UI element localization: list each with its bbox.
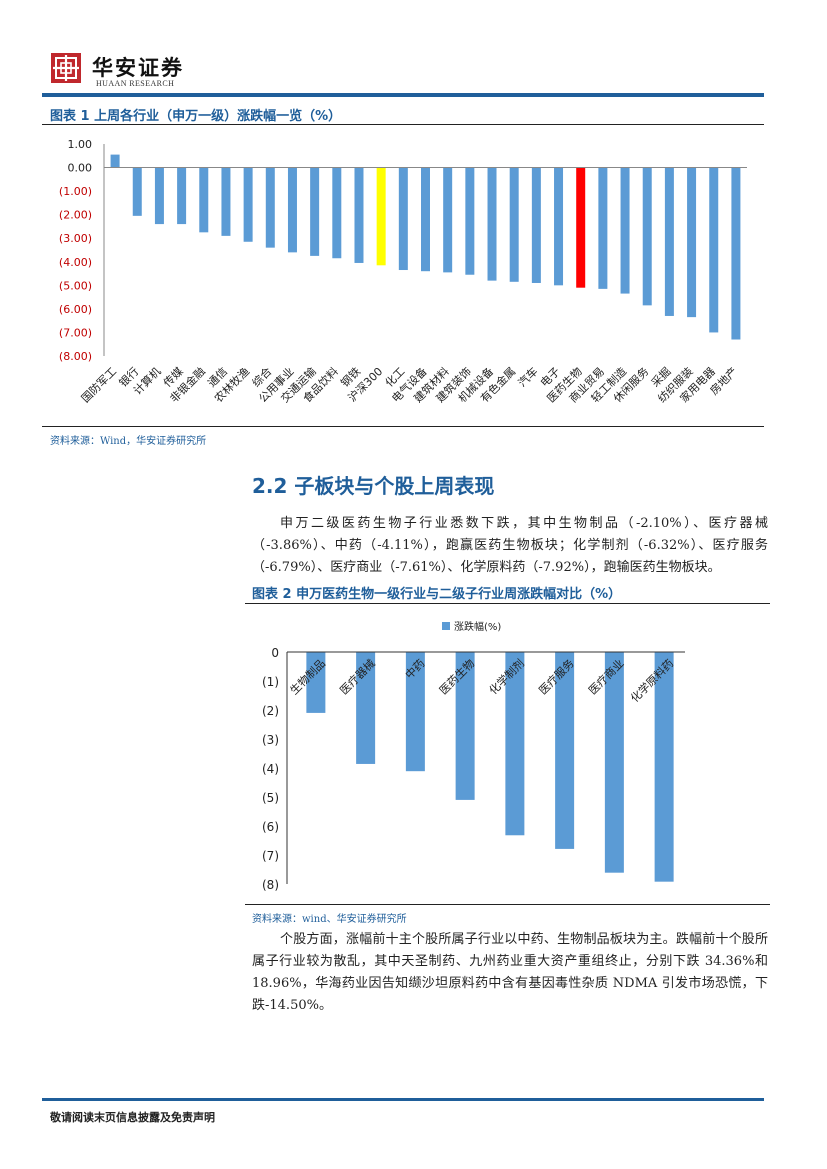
bar (310, 167, 320, 256)
y-tick-label: (3) (262, 733, 279, 747)
bar (132, 167, 142, 216)
bar (455, 652, 475, 800)
bar (664, 167, 674, 316)
brand-name: 华安证券 (92, 55, 184, 80)
y-tick-label: (2.00) (59, 209, 92, 222)
bar (354, 167, 364, 263)
bar (265, 167, 275, 248)
bar (154, 167, 164, 225)
bar (199, 167, 209, 233)
figure1-bottom-rule (42, 426, 764, 427)
bar (110, 154, 120, 168)
x-tick-label: 汽车 (515, 364, 540, 389)
y-tick-label: (1) (262, 675, 279, 689)
bar (555, 652, 575, 849)
legend-label: 涨跌幅(%) (454, 620, 501, 633)
bar (654, 652, 674, 882)
figure2-title: 图表 2 申万医药生物一级行业与二级子行业周涨跌幅对比（%） (252, 587, 622, 602)
brand-name-en: HUAAN RESEARCH (96, 79, 175, 88)
header-rule (42, 93, 764, 97)
figure2-source: 资料来源：wind、华安证券研究所 (252, 914, 407, 925)
paragraph-1-text: 申万二级医药生物子行业悉数下跌，其中生物制品（-2.10%）、医疗器械（-3.8… (252, 516, 768, 575)
y-tick-label: (6) (262, 820, 279, 834)
paragraph-2-text: 个股方面，涨幅前十主个股所属子行业以中药、生物制品板块为主。跌幅前十个股所属子行… (252, 932, 768, 1013)
section-paragraph-2: 个股方面，涨幅前十主个股所属子行业以中药、生物制品板块为主。跌幅前十个股所属子行… (252, 929, 768, 1017)
bar (177, 167, 187, 225)
y-tick-label: (8.00) (59, 350, 92, 363)
bar (443, 167, 453, 273)
bar (687, 167, 697, 318)
bar (243, 167, 253, 242)
section-title: 2.2 子板块与个股上周表现 (252, 474, 495, 498)
figure2-bar-chart: 涨跌幅(%)0(1)(2)(3)(4)(5)(6)(7)(8)生物制品 医疗器械中… (262, 620, 685, 892)
bar (731, 167, 741, 340)
bar (421, 167, 430, 272)
bar (376, 167, 386, 266)
bar (356, 652, 376, 764)
y-tick-label: (3.00) (59, 232, 92, 245)
bar (405, 652, 425, 772)
figure2-bottom-rule (245, 904, 770, 905)
footer-disclaimer: 敬请阅读末页信息披露及免责声明 (50, 1111, 215, 1124)
y-tick-label: (7) (262, 849, 279, 863)
bar (509, 167, 519, 282)
section-paragraph-1: 申万二级医药生物子行业悉数下跌，其中生物制品（-2.10%）、医疗器械（-3.8… (252, 513, 768, 579)
bar (221, 167, 231, 236)
bar (709, 167, 719, 333)
bar (487, 167, 497, 281)
bar (505, 652, 525, 836)
figure1-source: 资料来源：Wind，华安证券研究所 (50, 436, 207, 447)
brand-logo-icon (50, 52, 82, 84)
y-tick-label: (4) (262, 762, 279, 776)
bar (642, 167, 652, 306)
bar (306, 652, 326, 713)
y-tick-label: (8) (262, 878, 279, 892)
bar (620, 167, 630, 294)
footer-rule (42, 1098, 764, 1101)
y-tick-label: 0 (271, 646, 279, 660)
bar (332, 167, 342, 259)
bar (576, 167, 586, 288)
figure1-bar-chart: 1.00 0.00 (1.00) (2.00) (3.00) (4.00) (5.00) (6… (59, 138, 747, 405)
legend-swatch (442, 622, 450, 630)
bar (531, 167, 541, 283)
y-tick-label: (1.00) (59, 185, 92, 198)
y-tick-label: (6.00) (59, 303, 92, 316)
figure1-title-rule (42, 124, 764, 125)
y-tick-label: (7.00) (59, 326, 92, 339)
y-tick-label: (5) (262, 791, 279, 805)
y-tick-label: 0.00 (68, 162, 93, 175)
bar (287, 167, 297, 253)
bar (465, 167, 475, 275)
bar (598, 167, 608, 289)
x-tick-label: 国防军工 (78, 364, 119, 405)
bar (604, 652, 624, 873)
figure2-title-rule (245, 603, 770, 604)
y-tick-label: (4.00) (59, 256, 92, 269)
bar (398, 167, 408, 271)
y-tick-label: 1.00 (68, 138, 93, 151)
figure1-title: 图表 1 上周各行业（申万一级）涨跌幅一览（%） (50, 109, 342, 124)
y-tick-label: (5.00) (59, 279, 92, 292)
y-tick-label: (2) (262, 704, 279, 718)
bar (554, 167, 564, 286)
